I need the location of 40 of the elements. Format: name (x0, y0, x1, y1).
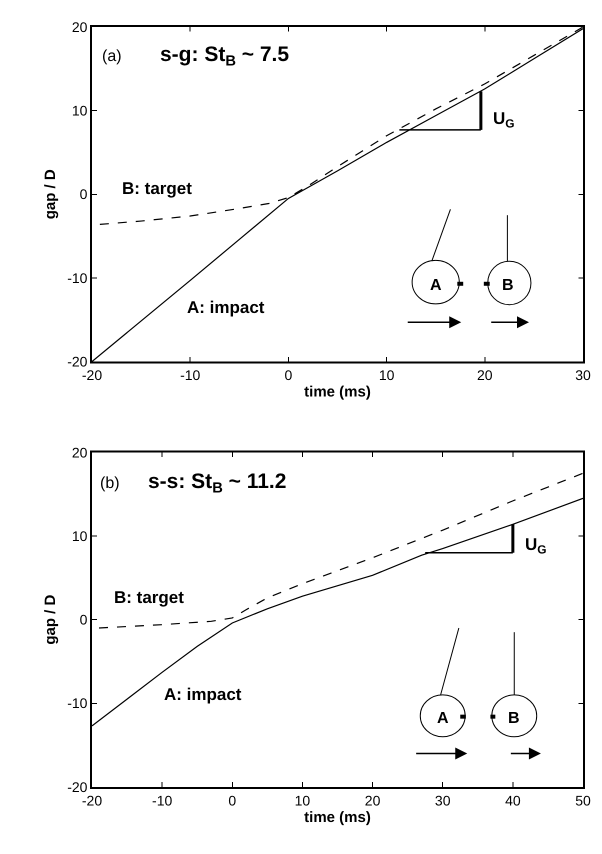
annotation: s-g: St$_{B}$ ~ 7.5 (160, 43, 290, 70)
annotation: s-s: St$_{B}$ ~ 11.2 (148, 470, 286, 496)
x-tick-label: 20 (364, 792, 381, 808)
series-label: B: target (114, 588, 184, 607)
annotation: (b) (100, 475, 120, 492)
x-tick-label: 50 (575, 792, 591, 808)
y-axis-title: gap / D (42, 594, 59, 645)
annotation: (a) (102, 48, 122, 65)
y-tick-label: 20 (72, 444, 88, 460)
x-axis-title: time (ms) (304, 384, 371, 401)
y-tick-label: -10 (67, 270, 88, 286)
y-tick-label: 0 (80, 186, 88, 202)
annotation: U$_{G}$ (493, 109, 515, 131)
series-label: B: target (122, 179, 192, 198)
y-tick-label: 20 (72, 18, 88, 35)
x-tick-label: 30 (575, 367, 591, 384)
y-tick-label: -10 (67, 695, 88, 712)
annotation: A (437, 710, 449, 727)
x-tick-label: -10 (180, 367, 201, 384)
y-tick-label: -20 (67, 353, 88, 370)
y-tick-label: 10 (72, 528, 88, 544)
x-tick-label: 20 (477, 367, 493, 384)
y-tick-label: 10 (72, 102, 88, 119)
y-tick-label: -20 (67, 778, 88, 795)
annotation: B (508, 710, 520, 727)
annotation: B (502, 277, 514, 294)
x-tick-label: 0 (284, 367, 292, 384)
x-tick-label: 10 (378, 367, 395, 384)
x-tick-label: 30 (434, 792, 451, 808)
x-tick-label: 40 (505, 792, 521, 808)
annotation: A (430, 277, 442, 294)
x-tick-label: 10 (294, 792, 310, 808)
x-tick-label: -10 (152, 792, 172, 808)
y-tick-label: 0 (80, 612, 88, 628)
series-label: A: impact (164, 685, 242, 704)
y-axis-title: gap / D (42, 169, 59, 220)
annotation: U$_{G}$ (525, 535, 547, 557)
series-label: A: impact (187, 298, 265, 317)
x-axis-title: time (ms) (304, 808, 371, 826)
x-tick-label: 0 (228, 792, 236, 808)
